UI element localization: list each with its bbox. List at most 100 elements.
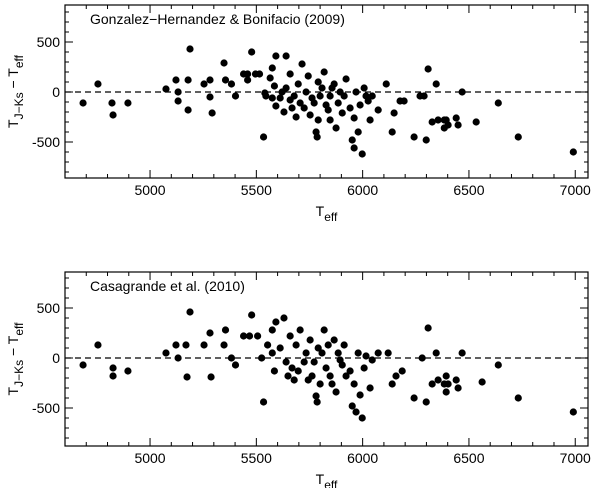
data-point [200, 80, 208, 88]
data-point [284, 372, 292, 380]
data-point [313, 133, 321, 141]
data-point [313, 398, 321, 406]
data-point [162, 85, 170, 93]
x-tick-label: 7000 [560, 450, 591, 466]
data-point [388, 380, 396, 388]
data-point [410, 394, 418, 402]
y-axis-label: TJ−Ks − Teff [5, 54, 26, 128]
data-point [172, 76, 180, 84]
data-point [569, 408, 577, 416]
data-point [258, 354, 266, 362]
data-point [452, 376, 460, 384]
data-point [338, 361, 346, 369]
data-point [350, 144, 358, 152]
data-point [290, 92, 298, 100]
data-point [428, 380, 436, 388]
y-tick-label: 500 [37, 300, 61, 316]
data-point [334, 99, 342, 107]
data-point [384, 349, 392, 357]
data-point [326, 92, 334, 100]
data-point [322, 364, 330, 372]
data-point [288, 364, 296, 372]
data-point [334, 349, 342, 357]
data-point [346, 104, 354, 112]
data-point [174, 97, 182, 105]
data-point [374, 349, 382, 357]
data-point [262, 92, 270, 100]
data-point [514, 394, 522, 402]
data-point [424, 65, 432, 73]
data-point [364, 97, 372, 105]
data-point [248, 48, 256, 56]
data-point [286, 70, 294, 78]
data-point [352, 88, 360, 96]
x-label-main: T [316, 203, 325, 219]
data-point [324, 341, 332, 349]
panel: 5000 5500 6000 6500 7000 -500 0 500 Gonzalez−Her… [5, 4, 591, 224]
data-point [270, 82, 279, 90]
data-point [342, 75, 350, 83]
data-point [302, 349, 310, 357]
data-point [172, 341, 180, 349]
data-point [264, 341, 272, 349]
data-point [326, 372, 334, 380]
data-point [282, 52, 290, 60]
data-point [390, 109, 398, 117]
data-point [368, 92, 376, 100]
data-point [186, 308, 194, 316]
data-point [259, 133, 268, 141]
data-point [569, 148, 577, 156]
data-point [472, 118, 480, 126]
data-point [280, 314, 288, 322]
data-point [340, 341, 348, 349]
data-point [350, 380, 358, 388]
y-label-sub: J−Ks [12, 92, 26, 119]
data-point [310, 99, 318, 107]
data-point [326, 116, 334, 124]
data-point [340, 92, 348, 100]
data-point [494, 99, 502, 107]
data-point [296, 99, 304, 107]
data-point [360, 364, 368, 372]
data-point [300, 358, 308, 366]
data-point [227, 80, 236, 88]
data-point [308, 372, 316, 380]
data-point [330, 80, 338, 88]
x-tick-label: 6000 [347, 182, 378, 198]
data-point [286, 332, 294, 340]
y-tick-label: -500 [32, 400, 60, 416]
y-label-main: − T [5, 335, 21, 360]
data-point [266, 74, 274, 82]
data-point [298, 60, 306, 68]
data-point [79, 99, 87, 107]
data-point [442, 372, 450, 380]
data-point [282, 84, 290, 92]
data-point [392, 372, 400, 380]
data-point [292, 341, 300, 349]
data-point [410, 133, 418, 141]
data-point [206, 93, 214, 101]
data-point [312, 392, 320, 400]
data-point [270, 367, 279, 375]
data-point [109, 364, 117, 372]
annotation: Gonzalez−Hernandez & Bonifacio (2009) [90, 11, 345, 27]
data-point [494, 361, 502, 369]
data-point [360, 84, 368, 92]
data-point [316, 92, 324, 100]
data-point [94, 80, 102, 88]
data-point [109, 111, 117, 119]
data-point [444, 121, 452, 129]
data-point [108, 99, 116, 107]
data-point [184, 106, 192, 114]
x-tick-label: 5000 [134, 182, 165, 198]
panel: 5000 5500 6000 6500 7000 -500 0 500 Casagrande e… [5, 271, 591, 488]
x-axis-label: Teff [316, 471, 338, 488]
data-point [354, 349, 362, 357]
data-point [422, 398, 430, 406]
data-point [358, 414, 366, 422]
data-point [272, 102, 280, 110]
y-label-main: T [5, 386, 21, 395]
data-point [314, 116, 322, 124]
data-point [296, 326, 304, 334]
data-point [239, 332, 248, 340]
